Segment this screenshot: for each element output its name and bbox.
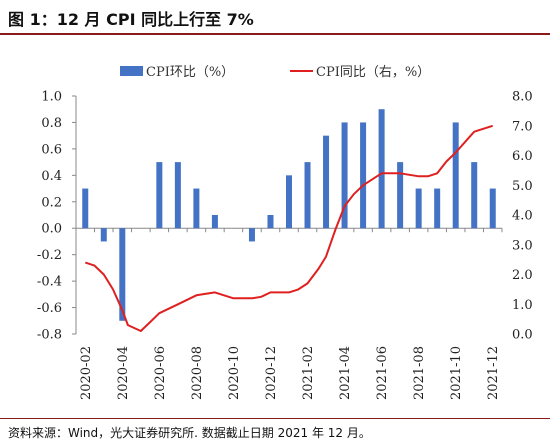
x-axis-labels: 2020-02 2020-04 2020-06 2020-08 2020-10 2020-… <box>79 346 501 400</box>
left-tick-label: -0.2 <box>37 248 62 263</box>
bar-2020-08 <box>193 188 200 229</box>
x-tick-label: 2020-04 <box>116 346 131 400</box>
x-tick-label: 2020-10 <box>227 346 242 400</box>
bar-series <box>82 109 496 321</box>
bar-2020-04 <box>119 228 126 321</box>
bar-2021-06 <box>378 109 385 229</box>
right-tick-label: 5.0 <box>512 179 533 194</box>
bar-2021-08 <box>415 188 422 229</box>
x-tick-label: 2021-06 <box>375 346 390 400</box>
right-tick-label: 6.0 <box>512 149 533 164</box>
bar-2021-04 <box>341 122 348 229</box>
title-divider <box>0 33 550 35</box>
left-tick-label: -0.6 <box>37 301 62 316</box>
x-tick-label: 2020-08 <box>190 346 205 400</box>
x-tick-label: 2020-06 <box>153 346 168 400</box>
left-tick-label: 0.6 <box>41 142 62 157</box>
right-tick-label: 2.0 <box>512 268 533 283</box>
figure-title: 图 1：12 月 CPI 同比上行至 7% <box>8 10 254 29</box>
source-divider <box>0 418 550 419</box>
legend-label-yoy: CPI同比（右，%） <box>316 65 430 80</box>
x-tick-label: 2021-02 <box>301 346 316 400</box>
bar-2021-01 <box>286 175 292 229</box>
left-tick-label: -0.4 <box>37 275 62 290</box>
bar-2021-03 <box>323 135 330 229</box>
right-tick-label: 7.0 <box>512 119 533 134</box>
left-tick-label: -0.8 <box>37 328 62 343</box>
left-tick-label: 0.8 <box>41 116 62 131</box>
x-tick-label: 2020-02 <box>79 346 94 400</box>
cpi-chart: CPI环比（%） CPI同比（右，%） 1.0 0.8 0.6 0.4 0.2 0.0 -0… <box>37 65 533 400</box>
bar-2021-09 <box>434 188 441 229</box>
left-tick-label: 0.0 <box>41 222 62 237</box>
bar-2021-02 <box>304 162 311 229</box>
right-tick-label: 1.0 <box>512 298 533 313</box>
bar-2020-06 <box>156 162 163 229</box>
bar-2021-12 <box>489 188 496 229</box>
bar-2020-09 <box>211 215 218 229</box>
left-tick-label: 0.4 <box>41 169 62 184</box>
bar-2020-11 <box>248 228 255 242</box>
left-tick-label: 1.0 <box>41 90 62 105</box>
legend-label-mom: CPI环比（%） <box>146 65 234 80</box>
bar-2020-07 <box>174 162 181 229</box>
source-note: 资料来源：Wind，光大证券研究所. 数据截止日期 2021 年 12 月。 <box>8 426 371 440</box>
right-tick-label: 3.0 <box>512 238 533 253</box>
bar-2021-10 <box>452 122 459 229</box>
x-tick-label: 2021-04 <box>338 346 353 400</box>
bar-2021-07 <box>397 162 404 229</box>
right-tick-label: 0.0 <box>512 328 533 343</box>
right-tick-label: 8.0 <box>512 90 533 105</box>
line-series <box>84 124 494 332</box>
chart-axes: 1.0 0.8 0.6 0.4 0.2 0.0 -0.2 -0.4 -0.6 -0.8 8.0 7.0… <box>37 90 533 343</box>
cpi-yoy-line <box>84 124 494 332</box>
x-tick-label: 2021-10 <box>449 346 464 400</box>
x-tick-label: 2021-08 <box>412 346 427 400</box>
bar-2021-11 <box>471 162 478 229</box>
right-tick-label: 4.0 <box>512 209 533 224</box>
bar-2020-12 <box>267 215 274 229</box>
x-tick-label: 2021-12 <box>486 346 501 400</box>
bar-2020-03 <box>100 228 107 242</box>
bar-2021-05 <box>360 122 367 229</box>
x-tick-label: 2020-12 <box>264 346 279 400</box>
left-tick-label: 0.2 <box>41 195 62 210</box>
legend-bar-swatch <box>120 66 143 76</box>
bar-2020-02 <box>82 188 89 229</box>
chart-legend: CPI环比（%） CPI同比（右，%） <box>120 65 430 80</box>
